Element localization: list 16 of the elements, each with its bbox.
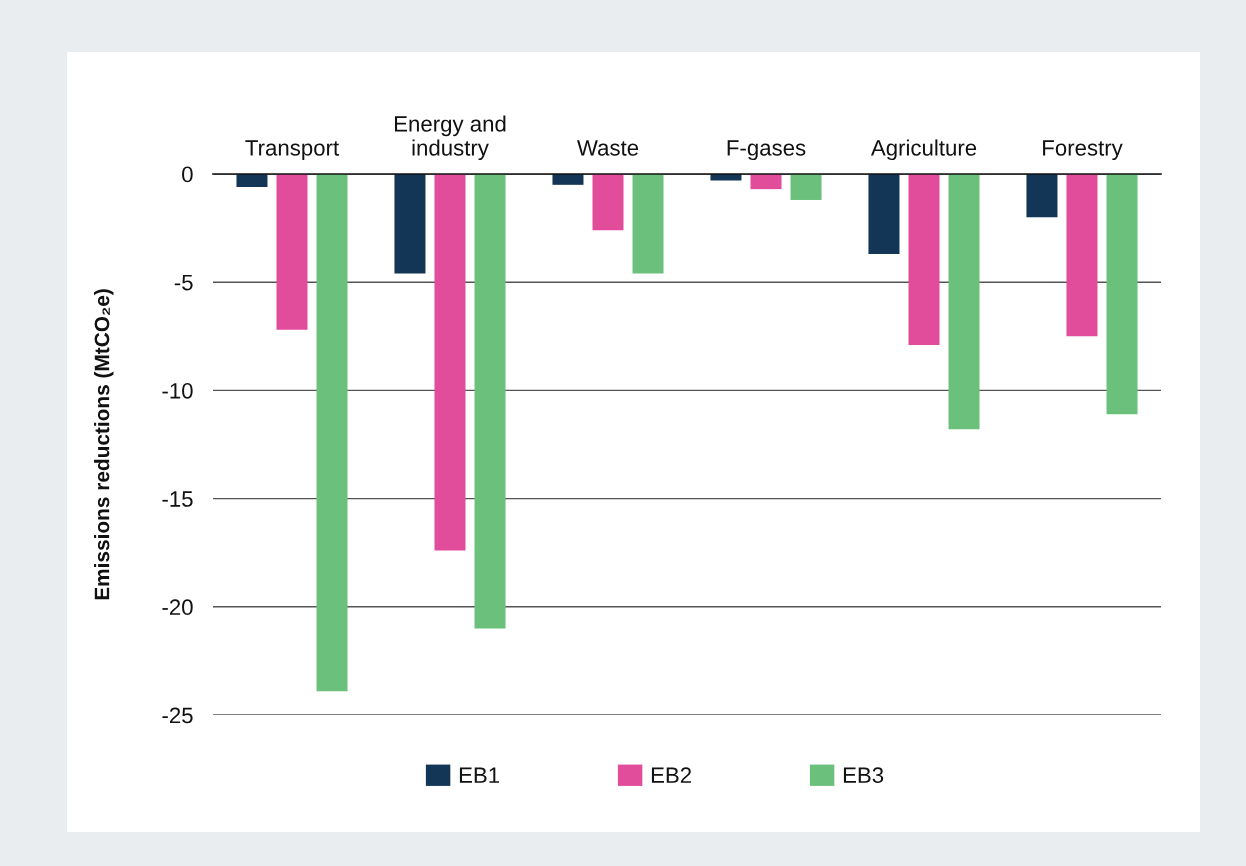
y-tick-label: -10 xyxy=(162,382,193,399)
legend-label: EB2 xyxy=(651,767,691,783)
y-tick-label: -20 xyxy=(162,599,193,616)
x-tick-label: Transport xyxy=(245,140,339,161)
legend-label: EB1 xyxy=(459,767,500,783)
x-tick-label: Energy and industry xyxy=(395,115,506,161)
x-tick-label: Agriculture xyxy=(870,139,977,161)
y-tick-label: -15 xyxy=(162,491,193,507)
legend-label: EB3 xyxy=(843,767,884,784)
x-tick-label: Waste xyxy=(577,140,639,156)
x-tick-label: F-gases xyxy=(727,140,806,161)
y-tick-label: -25 xyxy=(162,707,193,724)
y-axis-title: Emissions reductions (MtCO₂e) xyxy=(94,289,114,600)
x-tick-label: Forestry xyxy=(1043,140,1123,161)
y-tick-label: 0 xyxy=(182,166,193,183)
y-tick-label: -5 xyxy=(174,274,193,291)
